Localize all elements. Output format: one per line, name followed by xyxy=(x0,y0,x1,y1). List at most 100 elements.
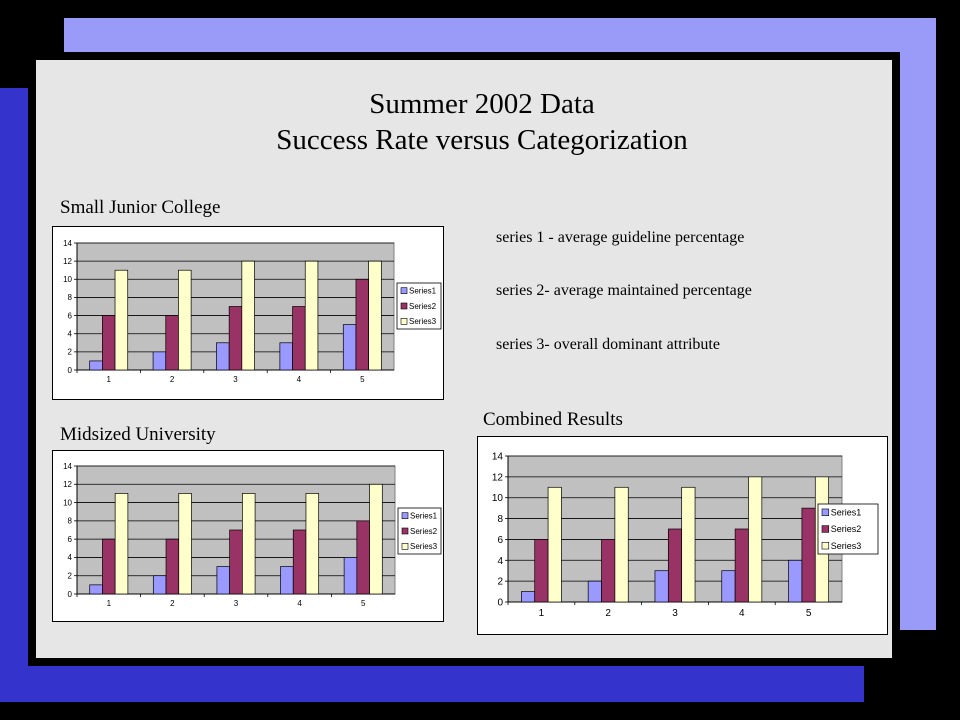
y-tick-label: 4 xyxy=(68,553,73,562)
bar-series3 xyxy=(242,493,256,595)
legend-label: Series2 xyxy=(409,302,437,311)
bar-series1 xyxy=(788,559,803,603)
legend-label: Series3 xyxy=(409,317,437,326)
legend-label: Series3 xyxy=(831,541,862,551)
bar-series3 xyxy=(178,269,192,371)
y-tick-label: 6 xyxy=(68,311,73,320)
y-tick-label: 8 xyxy=(497,514,503,525)
x-tick-label: 5 xyxy=(361,599,366,608)
y-tick-label: 0 xyxy=(68,366,73,375)
y-tick-label: 4 xyxy=(68,330,73,339)
legend-swatch xyxy=(401,512,409,519)
bar-series1 xyxy=(721,570,736,603)
legend-label: Series1 xyxy=(410,511,438,520)
y-tick-label: 0 xyxy=(68,590,73,599)
chart-title-combined-results: Combined Results xyxy=(483,409,623,430)
legend-swatch xyxy=(821,541,830,550)
bar-series2 xyxy=(356,520,370,595)
bar-series3 xyxy=(748,476,763,603)
x-tick-label: 5 xyxy=(806,608,812,619)
bar-series2 xyxy=(292,306,306,371)
bar-series2 xyxy=(228,306,243,371)
y-tick-label: 10 xyxy=(492,493,504,504)
x-tick-label: 4 xyxy=(739,608,745,619)
bar-series3 xyxy=(241,260,255,371)
legend-label: Series2 xyxy=(410,527,438,536)
bar-series3 xyxy=(681,486,696,603)
bar-series2 xyxy=(165,538,180,595)
legend-label: Series1 xyxy=(831,507,862,517)
y-tick-label: 10 xyxy=(63,498,72,507)
slide-title-line-1: Summer 2002 Data xyxy=(369,88,595,120)
x-tick-label: 2 xyxy=(170,375,175,384)
bar-series2 xyxy=(601,539,616,603)
series-3-description: series 3- overall dominant attribute xyxy=(496,336,720,353)
bar-series2 xyxy=(292,529,307,595)
bar-series2 xyxy=(102,315,116,371)
bar-series3 xyxy=(114,493,129,595)
bar-series1 xyxy=(654,570,669,603)
bar-series1 xyxy=(280,566,294,595)
legend-swatch xyxy=(400,318,408,325)
bar-series1 xyxy=(343,557,358,595)
y-tick-label: 2 xyxy=(497,577,503,588)
y-tick-label: 2 xyxy=(68,572,73,581)
bar-series1 xyxy=(279,342,293,371)
bar-series1 xyxy=(216,566,230,595)
bar-series2 xyxy=(734,528,749,603)
y-tick-label: 12 xyxy=(492,472,504,483)
series-1-description: series 1 - average guideline percentage xyxy=(496,229,745,246)
bar-series1 xyxy=(521,591,536,603)
chart-midsized-university: 0 2 4 6 8 10 12 14 1 2 3 4 5 Series1 Series2 Series3 xyxy=(52,450,444,622)
bar-series2 xyxy=(534,539,549,603)
legend-label: Series1 xyxy=(409,286,437,295)
y-tick-label: 12 xyxy=(63,480,72,489)
y-tick-label: 14 xyxy=(492,452,504,463)
y-tick-label: 6 xyxy=(497,535,503,546)
bar-series3 xyxy=(614,486,629,603)
y-tick-label: 14 xyxy=(63,462,72,471)
bar-series1 xyxy=(152,575,167,595)
bar-series1 xyxy=(342,324,357,371)
chart-title-small-junior-college: Small Junior College xyxy=(60,197,221,218)
x-tick-label: 3 xyxy=(234,599,239,608)
x-tick-label: 1 xyxy=(107,599,112,608)
bar-series2 xyxy=(667,528,683,603)
bar-series3 xyxy=(369,483,383,595)
chart-combined-results: 0 2 4 6 8 10 12 14 1 2 3 4 5 Series1 Series2 Series3 xyxy=(477,436,888,635)
legend-swatch xyxy=(401,527,409,535)
legend-swatch xyxy=(400,302,408,310)
x-tick-label: 1 xyxy=(539,608,545,619)
x-tick-label: 2 xyxy=(605,608,611,619)
legend-swatch xyxy=(821,525,830,533)
bar-series2 xyxy=(102,538,116,595)
y-tick-label: 8 xyxy=(68,517,73,526)
legend-swatch xyxy=(400,287,408,294)
bar-series2 xyxy=(355,278,369,371)
y-tick-label: 2 xyxy=(68,348,73,357)
bar-series1 xyxy=(89,584,103,595)
bar-series2 xyxy=(801,507,816,603)
x-tick-label: 3 xyxy=(672,608,678,619)
x-tick-label: 2 xyxy=(170,599,175,608)
bar-series3 xyxy=(114,269,129,371)
x-tick-label: 1 xyxy=(106,375,111,384)
bar-series1 xyxy=(152,351,167,371)
chart-small-junior-college: 0 2 4 6 8 10 12 14 1 2 3 4 5 Series1 Series2 Series3 xyxy=(52,226,444,400)
x-tick-label: 5 xyxy=(360,375,365,384)
series-2-description: series 2- average maintained percentage xyxy=(496,282,752,299)
bar-series3 xyxy=(547,486,562,603)
x-tick-label: 4 xyxy=(297,375,302,384)
bar-series1 xyxy=(89,360,103,371)
bar-series3 xyxy=(305,493,320,595)
slide-title: Summer 2002 Data Success Rate versus Cat… xyxy=(0,86,960,158)
y-tick-label: 12 xyxy=(63,257,72,266)
x-tick-label: 4 xyxy=(297,599,302,608)
bar-series3 xyxy=(178,493,192,595)
bar-series3 xyxy=(304,260,319,371)
bar-series2 xyxy=(229,529,243,595)
y-tick-label: 0 xyxy=(497,598,503,609)
